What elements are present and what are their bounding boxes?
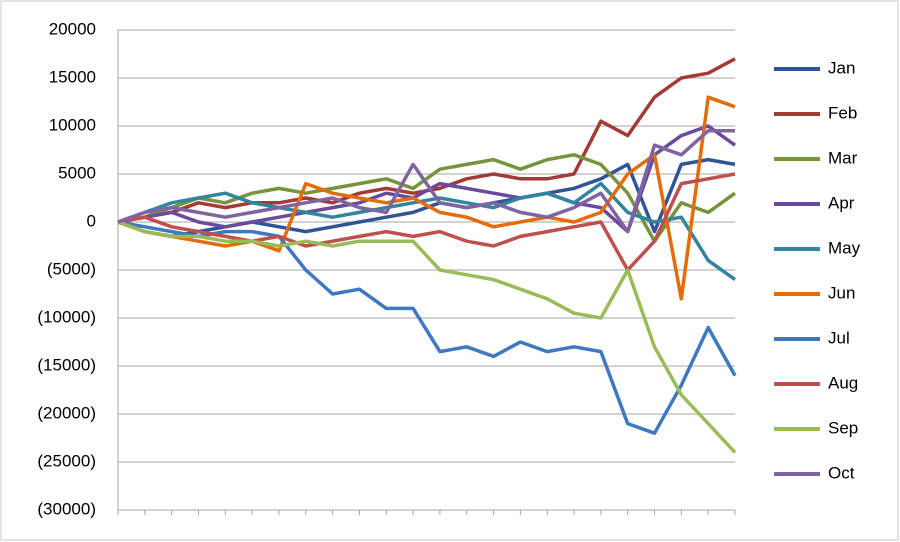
y-tick-label: (10000): [37, 307, 96, 326]
series-line: [117, 153, 737, 243]
legend-label: Mar: [828, 148, 858, 167]
legend-label: Sep: [828, 418, 858, 437]
y-tick-label: 15000: [49, 67, 96, 86]
legend-label: May: [828, 238, 861, 257]
legend-label: Jun: [828, 283, 855, 302]
series-line: [117, 220, 737, 435]
y-tick-label: (25000): [37, 451, 96, 470]
legend-label: Oct: [828, 463, 855, 482]
series-line: [117, 95, 736, 301]
series-line: [117, 129, 735, 234]
y-tick-label: (30000): [37, 499, 96, 518]
y-tick-label: (5000): [47, 259, 96, 278]
y-tick-label: 10000: [49, 115, 96, 134]
y-tick-label: (20000): [37, 403, 96, 422]
y-tick-label: 5000: [58, 163, 96, 182]
y-tick-label: 20000: [49, 19, 96, 38]
legend-label: Feb: [828, 103, 857, 122]
y-tick-label: 0: [87, 211, 96, 230]
legend-label: Apr: [828, 193, 855, 212]
series-line: [117, 220, 737, 454]
legend-label: Jul: [828, 328, 850, 347]
series-line: [117, 172, 736, 272]
legend-label: Jan: [828, 58, 855, 77]
legend-label: Aug: [828, 373, 858, 392]
y-tick-label: (15000): [37, 355, 96, 374]
